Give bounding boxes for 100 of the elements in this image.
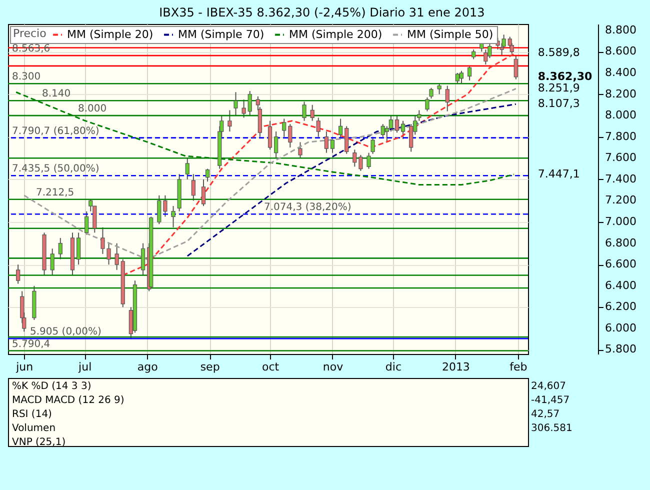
ref-line-label: 7.212,5	[36, 187, 74, 198]
candlestick	[298, 142, 302, 159]
x-tick-label: jul	[78, 360, 92, 374]
candlestick	[400, 120, 406, 140]
ref-line-label: 7.435,5 (50,00%)	[12, 164, 100, 175]
y-tick-label: 6.200	[605, 300, 636, 314]
text: -41,457	[531, 395, 570, 406]
x-tick-label: feb	[510, 360, 528, 374]
x-tick-label: jun	[15, 360, 34, 374]
y-tick-label: 6.400	[605, 278, 636, 292]
candlestick	[282, 118, 286, 138]
candlestick	[425, 96, 430, 112]
legend-label: MM (Simple 20)	[67, 28, 154, 41]
x-tick-label: 2013	[442, 360, 470, 374]
text: 24,607	[531, 381, 566, 392]
candlestick	[302, 101, 306, 122]
ref-line-label: 8.000	[78, 104, 107, 115]
y-tick-label: 5.800	[605, 342, 636, 356]
candlestick	[445, 85, 450, 112]
y-tick-label: 8.600	[605, 44, 636, 58]
text: RSI (14)	[12, 409, 52, 420]
candlestick	[358, 154, 363, 172]
candlestick	[140, 242, 146, 276]
candlestick	[472, 49, 476, 60]
legend-title: Precio	[13, 27, 47, 40]
y-tick-label: 7.400	[605, 172, 636, 186]
candlestick	[330, 136, 335, 154]
candlestick	[248, 90, 252, 116]
y-tick-label: 7.000	[605, 215, 636, 228]
candlestick	[191, 174, 196, 202]
y-tick-label: 8.800	[605, 23, 636, 36]
y-tick-label: 7.600	[605, 151, 636, 164]
candlestick	[316, 117, 320, 138]
x-tick-label: oct	[262, 360, 280, 374]
y-tick-label: 7.800	[605, 130, 636, 143]
legend-label: MM (Simple 70)	[178, 28, 264, 41]
candlestick	[338, 118, 343, 140]
annotation: 8.107,3	[538, 97, 580, 110]
ref-line-label: 7.790,7 (61,80%)	[12, 126, 100, 137]
candlestick	[394, 115, 400, 134]
chart-title: IBX35 - IBEX-35 8.362,30 (-2,45%) Diario 31 ene 2013	[159, 6, 485, 20]
annotation: 7.447,1	[538, 167, 580, 180]
text: 306.581	[531, 423, 572, 434]
legend-label: MM (Simple 200)	[289, 28, 382, 41]
text: 42,57	[531, 409, 560, 420]
annotation: 8.362,30	[538, 70, 593, 83]
text: Volumen	[12, 423, 56, 434]
annotation: 8.589,8	[538, 46, 580, 59]
line-series	[122, 52, 517, 276]
candlestick	[185, 158, 190, 180]
candlestick	[16, 264, 20, 284]
candlestick	[352, 149, 357, 168]
x-tick-label: nov	[322, 360, 344, 374]
candlestick	[234, 92, 238, 116]
ref-line-label: 5.790,4	[12, 338, 50, 350]
candlestick	[310, 104, 314, 122]
ref-line-label: 7.074,3 (38,20%)	[264, 202, 352, 214]
candlestick	[268, 120, 272, 150]
y-tick-label: 7.200	[605, 194, 636, 207]
x-tick-label: sep	[200, 360, 220, 374]
candlestick	[324, 131, 328, 154]
candlestick	[429, 87, 434, 100]
ref-line-label: 5.905 (0,00%)	[30, 326, 102, 338]
annotation: 8.251,9	[538, 82, 580, 95]
candlestick	[58, 237, 62, 260]
candlestick	[380, 124, 385, 138]
candlestick	[242, 99, 246, 118]
y-tick-label: 6.600	[605, 258, 636, 271]
candlestick	[344, 126, 349, 154]
candlestick	[370, 136, 375, 154]
candlestick	[171, 206, 176, 228]
candlestick	[366, 152, 371, 170]
candlestick	[459, 70, 464, 84]
candlestick	[205, 168, 210, 182]
y-tick-label: 6.000	[605, 321, 636, 334]
candlestick	[50, 248, 54, 276]
candlestick	[274, 131, 278, 159]
candlestick	[468, 66, 472, 81]
legend-label: MM (Simple 50)	[407, 28, 494, 41]
candlestick	[114, 242, 119, 270]
candlestick	[76, 232, 81, 266]
candlestick	[455, 72, 460, 84]
ref-line-label: 8.300	[12, 72, 41, 83]
candlestick	[437, 83, 442, 95]
y-tick-label: 6.800	[605, 236, 636, 250]
candlestick	[163, 194, 168, 218]
candlestick	[157, 194, 162, 225]
ref-line-label: 8.140	[42, 88, 71, 100]
y-tick-label: 8.200	[605, 87, 636, 100]
candlestick	[228, 110, 232, 132]
candlestick	[514, 55, 518, 80]
y-tick-label: 8.400	[605, 66, 636, 79]
x-tick-label: dic	[385, 360, 402, 374]
text: VNP (25,1)	[12, 437, 66, 448]
candlestick	[288, 124, 292, 148]
x-tick-label: ago	[137, 360, 158, 374]
candlestick	[201, 178, 206, 207]
line-series	[186, 103, 517, 257]
text: MACD MACD (12 26 9)	[12, 395, 124, 406]
candlestick	[84, 210, 89, 236]
